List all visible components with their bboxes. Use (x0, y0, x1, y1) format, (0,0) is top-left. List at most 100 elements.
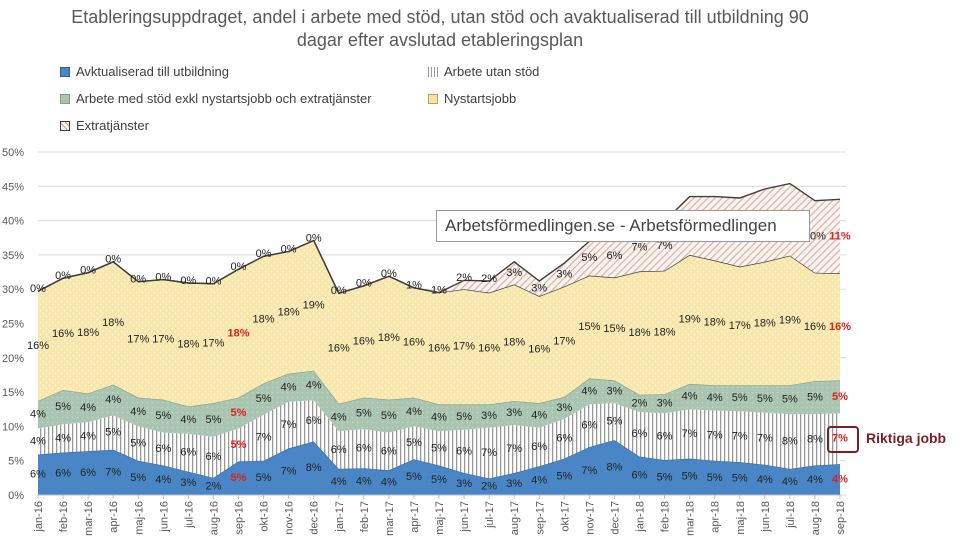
x-tick-label: jun-16 (158, 501, 170, 533)
data-label: 5% (105, 426, 121, 438)
data-label: 5% (782, 394, 798, 406)
data-label: 0% (256, 248, 272, 260)
data-label: 5% (556, 471, 572, 483)
data-label: 5% (832, 391, 848, 403)
data-label: 18% (704, 317, 726, 329)
data-label: 5% (205, 414, 221, 426)
data-label: 18% (278, 306, 300, 318)
data-label: 18% (503, 337, 525, 349)
area-nystartsjobb (38, 240, 840, 407)
data-label: 3% (180, 477, 196, 489)
data-label: 1% (406, 280, 422, 292)
data-label: 6% (331, 444, 347, 456)
data-label: 4% (155, 474, 171, 486)
data-label: 0% (80, 265, 96, 277)
data-label: 4% (306, 379, 322, 391)
data-label: 0% (281, 243, 297, 255)
data-label: 5% (657, 471, 673, 483)
x-tick-label: jul-17 (484, 501, 496, 529)
data-label: 5% (581, 252, 597, 264)
x-tick-label: nov-16 (284, 501, 296, 535)
data-label: 4% (30, 409, 46, 421)
data-label: 4% (707, 392, 723, 404)
x-tick-label: aug-17 (509, 501, 521, 535)
x-tick-label: jun-18 (760, 501, 772, 533)
x-tick-label: feb-17 (359, 501, 371, 532)
x-tick-label: maj-18 (735, 501, 747, 535)
y-tick-label: 35% (2, 250, 24, 262)
data-label: 7% (506, 443, 522, 455)
legend-label: Extratjänster (76, 118, 149, 133)
data-label: 0% (30, 283, 46, 295)
callout-highlight-box (827, 426, 859, 453)
area-extratjanster-edge (37, 182, 841, 295)
data-label: 5% (682, 471, 698, 483)
data-label: 7% (732, 431, 748, 443)
legend-label: Arbete med stöd exkl nystartsjobb och ex… (76, 91, 372, 106)
data-label: 4% (782, 476, 798, 488)
data-label: 6% (381, 445, 397, 457)
data-label: 5% (55, 401, 71, 413)
data-label: 8% (782, 435, 798, 447)
data-label: 4% (80, 402, 96, 414)
data-label: 6% (155, 443, 171, 455)
data-label: 2% (632, 397, 648, 409)
x-tick-label: feb-16 (58, 501, 70, 532)
data-label: 6% (556, 433, 572, 445)
data-label: 1% (431, 284, 447, 296)
x-tick-label: dec-17 (609, 501, 621, 535)
data-label: 4% (757, 474, 773, 486)
legend-label: Arbete utan stöd (444, 64, 540, 79)
legend-swatch-green (60, 93, 70, 104)
watermark-tooltip: Arbetsförmedlingen.se - Arbetsförmedling… (436, 210, 810, 242)
data-label: 6% (657, 431, 673, 443)
data-label: 7% (682, 428, 698, 440)
x-tick-label: aug-16 (208, 501, 220, 535)
data-label: 5% (406, 437, 422, 449)
area-utan-stod (38, 400, 840, 479)
data-label: 18% (102, 317, 124, 329)
data-label: 16% (403, 337, 425, 349)
y-tick-label: 50% (2, 147, 24, 159)
data-label: 3% (657, 398, 673, 410)
data-label: 7% (707, 430, 723, 442)
y-tick-label: 10% (2, 421, 24, 433)
data-label: 18% (177, 339, 199, 351)
data-label: 5% (130, 437, 146, 449)
data-label: 18% (77, 327, 99, 339)
data-label: 17% (553, 336, 575, 348)
x-tick-label: sep-17 (534, 501, 546, 535)
data-label: 4% (682, 390, 698, 402)
data-label: 18% (754, 317, 776, 329)
data-label: 4% (80, 431, 96, 443)
data-label: 6% (30, 469, 46, 481)
data-label: 6% (632, 470, 648, 482)
data-label: 6% (80, 467, 96, 479)
y-tick-label: 30% (2, 284, 24, 296)
area-series (37, 182, 841, 496)
data-label: 6% (356, 443, 372, 455)
data-label: 4% (331, 476, 347, 488)
legend-item-nystartsjobb: Nystartsjobb (428, 91, 516, 106)
x-tick-label: sep-18 (835, 501, 847, 535)
y-tick-label: 40% (2, 216, 24, 228)
data-label: 2% (481, 481, 497, 493)
data-label: 4% (30, 435, 46, 447)
data-label: 0% (356, 278, 372, 290)
y-tick-label: 5% (8, 456, 24, 468)
data-label: 7% (632, 242, 648, 254)
legend-swatch-yellow (428, 93, 438, 104)
area-med-stod (38, 370, 840, 437)
data-label: 4% (105, 394, 121, 406)
x-tick-label: apr-18 (710, 501, 722, 533)
data-label: 7% (581, 465, 597, 477)
y-tick-label: 0% (8, 490, 24, 502)
data-label: 15% (603, 323, 625, 335)
data-label: 5% (431, 442, 447, 454)
data-label: 7% (105, 466, 121, 478)
data-label: 17% (127, 334, 149, 346)
data-label: 8% (606, 461, 622, 473)
data-label: 0% (105, 254, 121, 266)
data-label: 6% (581, 420, 597, 432)
data-label: 4% (55, 432, 71, 444)
